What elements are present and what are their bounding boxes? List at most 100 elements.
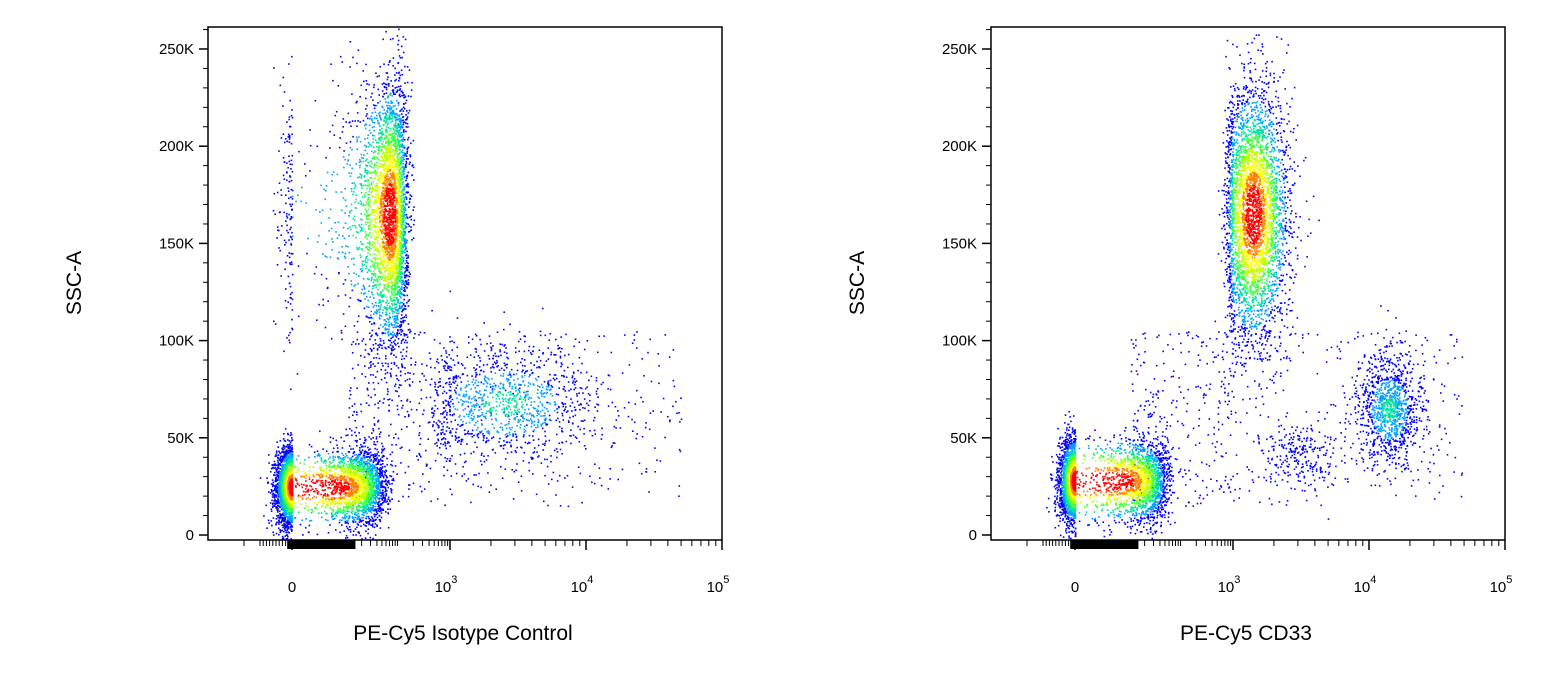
data-point <box>550 353 552 356</box>
data-point <box>362 465 364 468</box>
data-point <box>384 323 387 325</box>
data-point <box>384 377 386 379</box>
data-point <box>348 154 350 156</box>
data-point <box>326 512 328 515</box>
data-point <box>390 309 393 311</box>
data-point <box>343 517 345 520</box>
data-point <box>520 475 523 477</box>
data-point <box>368 170 370 173</box>
chart-panel-isotype: 0 50K 100K 150K 200K 250K 0 103 104 105 SSC-A PE… <box>63 26 729 645</box>
data-point <box>360 192 363 194</box>
data-point <box>373 122 376 124</box>
data-point <box>280 478 283 480</box>
data-point <box>394 304 396 306</box>
data-point <box>480 454 483 456</box>
data-point <box>505 347 507 349</box>
data-point <box>370 501 373 503</box>
data-point <box>419 380 421 383</box>
data-point <box>374 274 376 276</box>
data-point <box>595 390 598 393</box>
data-point <box>277 229 279 231</box>
data-point <box>413 219 416 222</box>
data-point <box>389 299 392 301</box>
data-point <box>367 306 370 308</box>
data-point <box>467 336 470 338</box>
data-point <box>364 463 367 465</box>
data-point <box>288 118 290 121</box>
data-point <box>354 184 357 186</box>
data-point <box>378 75 380 77</box>
data-point <box>373 155 375 158</box>
data-point <box>475 348 478 351</box>
data-point <box>280 472 283 475</box>
data-point <box>287 444 289 446</box>
data-point <box>395 322 397 324</box>
data-point <box>401 149 404 152</box>
data-point <box>282 502 284 504</box>
data-point <box>376 292 379 295</box>
data-point <box>559 448 562 451</box>
data-point <box>277 501 279 503</box>
data-point <box>278 523 280 525</box>
data-point <box>403 272 406 275</box>
data-point <box>550 351 553 354</box>
data-point <box>382 300 384 303</box>
data-point <box>381 466 384 468</box>
data-point <box>400 257 402 260</box>
data-point <box>400 428 403 431</box>
data-point <box>608 374 611 377</box>
data-point <box>353 454 356 456</box>
data-point <box>420 456 422 458</box>
data-point <box>389 121 392 124</box>
data-point <box>290 159 293 162</box>
data-point <box>325 185 328 187</box>
data-point <box>491 388 494 390</box>
data-point <box>531 435 534 437</box>
data-point <box>399 168 402 170</box>
data-point <box>381 331 384 334</box>
data-point <box>409 331 411 334</box>
data-point <box>403 170 406 173</box>
data-point <box>383 342 385 344</box>
data-point <box>402 189 405 192</box>
data-point <box>379 306 382 308</box>
data-point <box>402 238 405 240</box>
data-point <box>583 398 586 400</box>
data-point <box>379 492 382 494</box>
data-point <box>344 325 347 328</box>
data-point <box>399 164 402 166</box>
data-point <box>454 435 457 437</box>
data-point <box>440 453 442 456</box>
data-point <box>564 403 566 405</box>
data-point <box>320 512 323 514</box>
data-point <box>356 148 358 150</box>
data-point <box>393 302 396 305</box>
data-point <box>329 208 332 211</box>
data-point <box>364 195 366 198</box>
data-point <box>447 367 449 369</box>
data-point <box>402 181 404 184</box>
data-point <box>475 335 478 337</box>
data-point <box>402 240 405 242</box>
data-point <box>309 144 312 147</box>
data-point <box>463 429 466 431</box>
data-point <box>391 118 393 120</box>
data-point <box>451 340 453 342</box>
data-point <box>348 121 351 124</box>
data-point <box>363 514 365 517</box>
data-point <box>276 471 278 474</box>
data-point <box>393 318 395 320</box>
data-point <box>397 142 400 144</box>
data-point <box>273 500 275 502</box>
data-point <box>431 309 433 312</box>
data-point <box>564 390 567 392</box>
data-point <box>439 378 441 380</box>
data-point <box>374 117 376 119</box>
data-point <box>369 509 371 511</box>
data-point <box>378 145 381 147</box>
data-point <box>499 343 501 345</box>
data-point <box>378 480 380 482</box>
data-point <box>426 364 428 367</box>
data-point <box>288 239 290 241</box>
data-point <box>356 387 358 390</box>
